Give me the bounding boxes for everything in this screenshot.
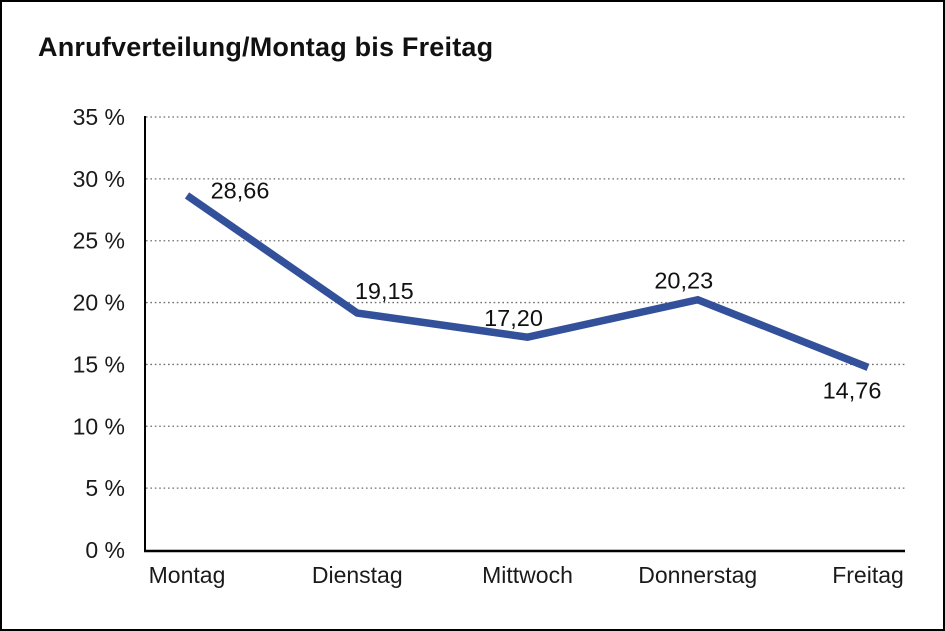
y-tick-label: 15 % (73, 351, 125, 377)
y-tick-label: 25 % (73, 228, 125, 254)
x-category-label: Dienstag (312, 562, 403, 588)
y-tick-label: 5 % (85, 475, 125, 501)
data-point-label: 20,23 (654, 268, 713, 294)
data-point-label: 14,76 (823, 377, 882, 403)
y-tick-label: 30 % (73, 166, 125, 192)
y-tick-label: 35 % (73, 104, 125, 130)
x-category-label: Freitag (832, 562, 904, 588)
x-category-label: Mittwoch (482, 562, 573, 588)
y-tick-label: 0 % (85, 537, 125, 563)
x-category-label: Donnerstag (638, 562, 757, 588)
data-line (184, 192, 870, 371)
y-tick-label: 10 % (73, 413, 125, 439)
x-category-label: Montag (149, 562, 226, 588)
data-point-label: 19,15 (355, 278, 414, 304)
y-tick-label: 20 % (73, 290, 125, 316)
data-point-label: 28,66 (211, 177, 270, 203)
chart-title: Anrufverteilung/Montag bis Freitag (38, 32, 494, 62)
data-point-label: 17,20 (484, 305, 543, 331)
